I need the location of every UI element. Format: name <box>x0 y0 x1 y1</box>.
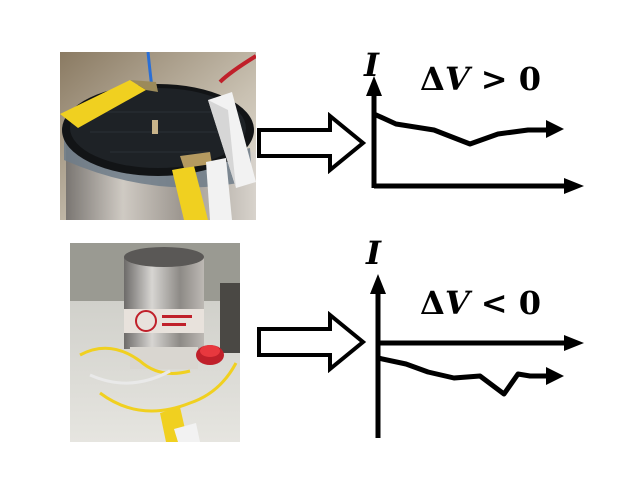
current-trace <box>372 111 550 147</box>
y-axis-arrowhead <box>366 76 382 96</box>
condition-label: ΔV < 0 <box>420 284 541 322</box>
x-axis-arrowhead <box>564 335 584 351</box>
y-axis-label: I <box>363 46 380 84</box>
current-trace <box>377 355 550 397</box>
photo-top-device <box>60 52 256 220</box>
hollow-right-arrow-icon <box>257 112 367 174</box>
current-plot-top: I ΔV > 0 <box>363 46 584 194</box>
trace-arrowhead <box>546 120 564 138</box>
photo-bottom-device <box>70 243 240 442</box>
current-plot-bottom: I ΔV < 0 <box>365 238 584 438</box>
condition-label: ΔV > 0 <box>420 60 541 98</box>
trace-arrowhead <box>546 367 564 385</box>
y-axis-arrowhead <box>370 274 386 294</box>
y-axis-label: I <box>365 238 382 272</box>
hollow-right-arrow-icon <box>257 311 367 373</box>
x-axis-arrowhead <box>564 178 584 194</box>
